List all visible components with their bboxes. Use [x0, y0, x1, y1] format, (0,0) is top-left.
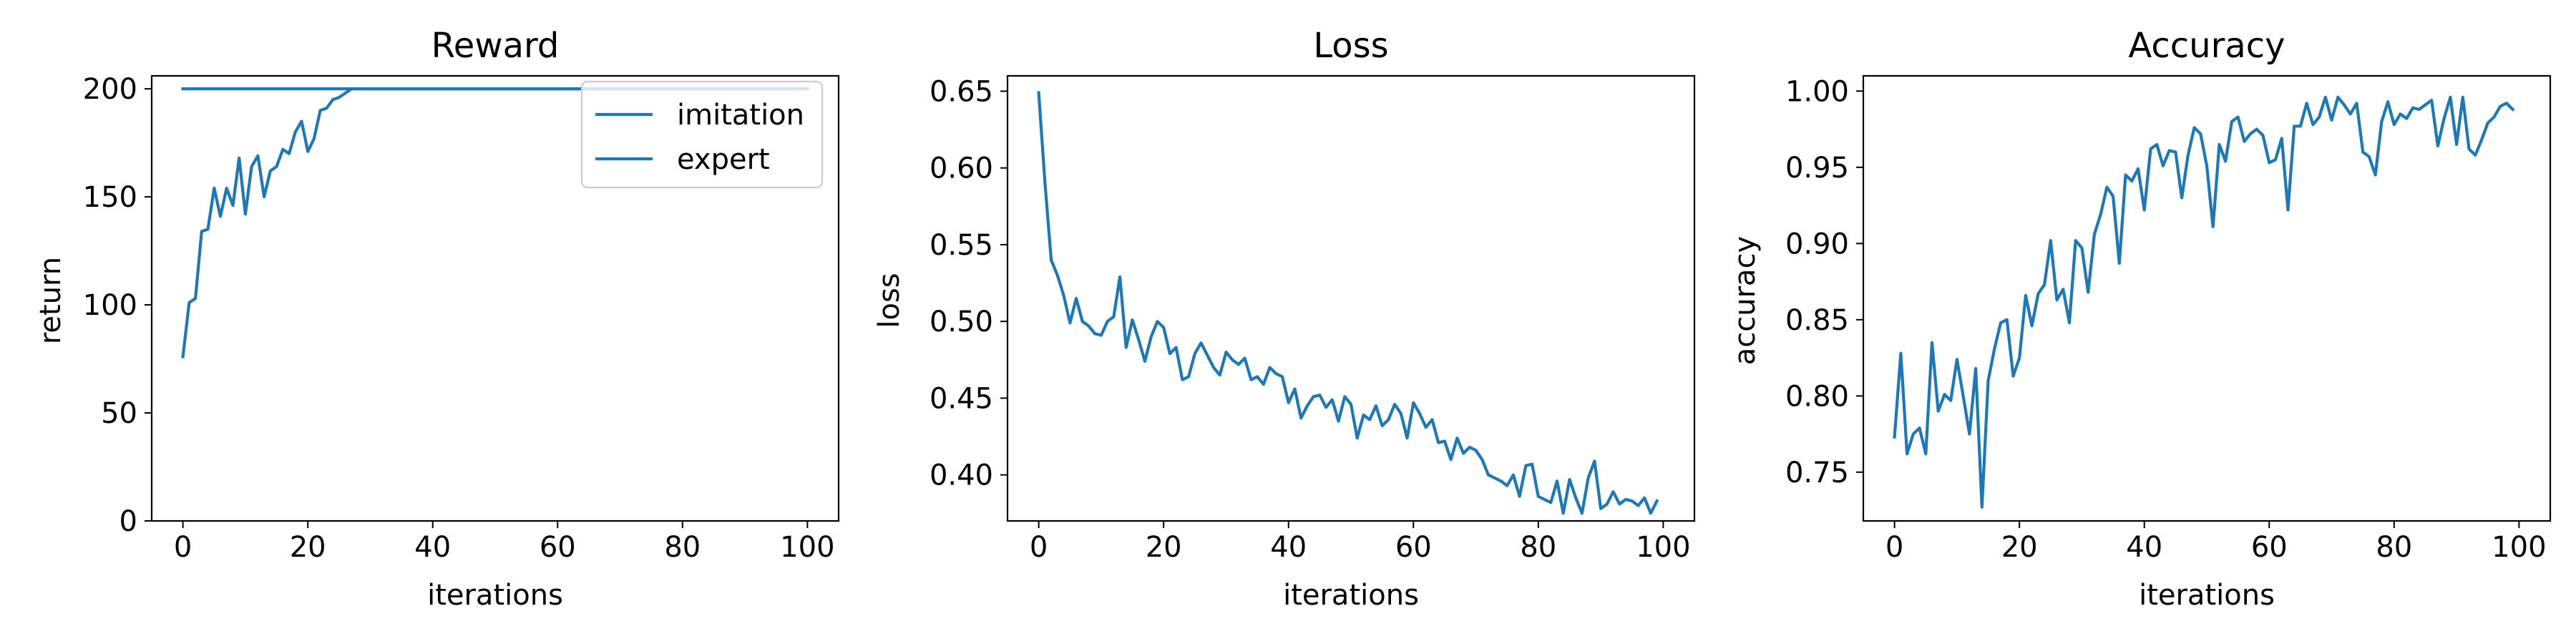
x-tick-label: 40 — [1270, 531, 1307, 564]
series-line — [1037, 91, 1659, 515]
legend: imitation expert — [580, 80, 824, 189]
legend-label-imitation: imitation — [677, 99, 804, 132]
y-tick-label: 0 — [119, 505, 137, 538]
y-axis-label: accuracy — [1729, 236, 1762, 365]
y-tick-label: 0.85 — [1785, 304, 1849, 337]
x-tick-label: 60 — [1395, 531, 1432, 564]
y-tick-label: 0.80 — [1785, 380, 1849, 413]
x-tick-label: 100 — [1636, 531, 1690, 564]
x-tick-label: 20 — [290, 531, 326, 564]
loss-chart: Loss iterations loss 0 20 40 60 80 100 0.40 0.4… — [873, 26, 1696, 612]
legend-label-expert: expert — [677, 143, 770, 176]
x-axis-label: iterations — [2139, 579, 2275, 612]
y-tick-label: 0.95 — [1785, 152, 1849, 185]
chart-title: Loss — [1313, 26, 1388, 66]
axes-frame — [150, 74, 840, 522]
x-tick-label: 0 — [1030, 531, 1048, 564]
x-tick-label: 60 — [540, 531, 576, 564]
x-tick-label: 0 — [174, 531, 192, 564]
plot-area: 0 20 40 60 80 100 0.75 0.80 0.85 0.90 0.95 1.00 — [1785, 74, 2552, 564]
chart-title: Reward — [431, 26, 560, 66]
axes-frame — [1006, 74, 1696, 522]
y-tick-label: 0.40 — [930, 459, 993, 492]
y-tick-label: 50 — [101, 397, 137, 430]
y-tick-label: 0.90 — [1785, 228, 1849, 260]
x-axis-label: iterations — [427, 579, 563, 612]
x-tick-label: 100 — [780, 531, 834, 564]
x-tick-label: 60 — [2251, 531, 2288, 564]
x-tick-label: 40 — [414, 531, 451, 564]
legend-box — [580, 80, 824, 189]
x-tick-label: 80 — [2376, 531, 2412, 564]
accuracy-chart: Accuracy iterations accuracy 0 20 40 60 80 10… — [1729, 26, 2552, 612]
y-tick-label: 0.55 — [930, 229, 993, 262]
y-tick-label: 0.65 — [930, 75, 993, 108]
y-tick-label: 200 — [83, 73, 137, 106]
x-tick-label: 20 — [1146, 531, 1182, 564]
y-tick-label: 1.00 — [1785, 75, 1849, 108]
y-tick-label: 100 — [83, 289, 137, 322]
y-axis-label: return — [34, 257, 67, 344]
x-tick-label: 40 — [2126, 531, 2162, 564]
y-tick-label: 0.45 — [930, 382, 993, 415]
chart-title: Accuracy — [2128, 26, 2285, 66]
reward-chart: Reward iterations return 0 20 40 60 80 100 0 50… — [34, 26, 840, 612]
y-tick-label: 0.50 — [930, 306, 993, 338]
plot-area: 0 20 40 60 80 100 0.40 0.45 0.50 0.55 0.60 0.65 — [930, 74, 1696, 564]
axes-frame — [1862, 74, 2552, 522]
y-tick-label: 0.60 — [930, 152, 993, 185]
series-line — [1893, 95, 2515, 509]
y-tick-label: 150 — [83, 181, 137, 214]
x-tick-label: 100 — [2492, 531, 2546, 564]
x-tick-label: 80 — [664, 531, 701, 564]
x-tick-label: 20 — [2001, 531, 2038, 564]
x-tick-label: 0 — [1885, 531, 1903, 564]
y-tick-label: 0.75 — [1785, 457, 1849, 489]
y-axis-label: loss — [873, 273, 906, 328]
x-axis-label: iterations — [1283, 579, 1419, 612]
x-tick-label: 80 — [1520, 531, 1556, 564]
